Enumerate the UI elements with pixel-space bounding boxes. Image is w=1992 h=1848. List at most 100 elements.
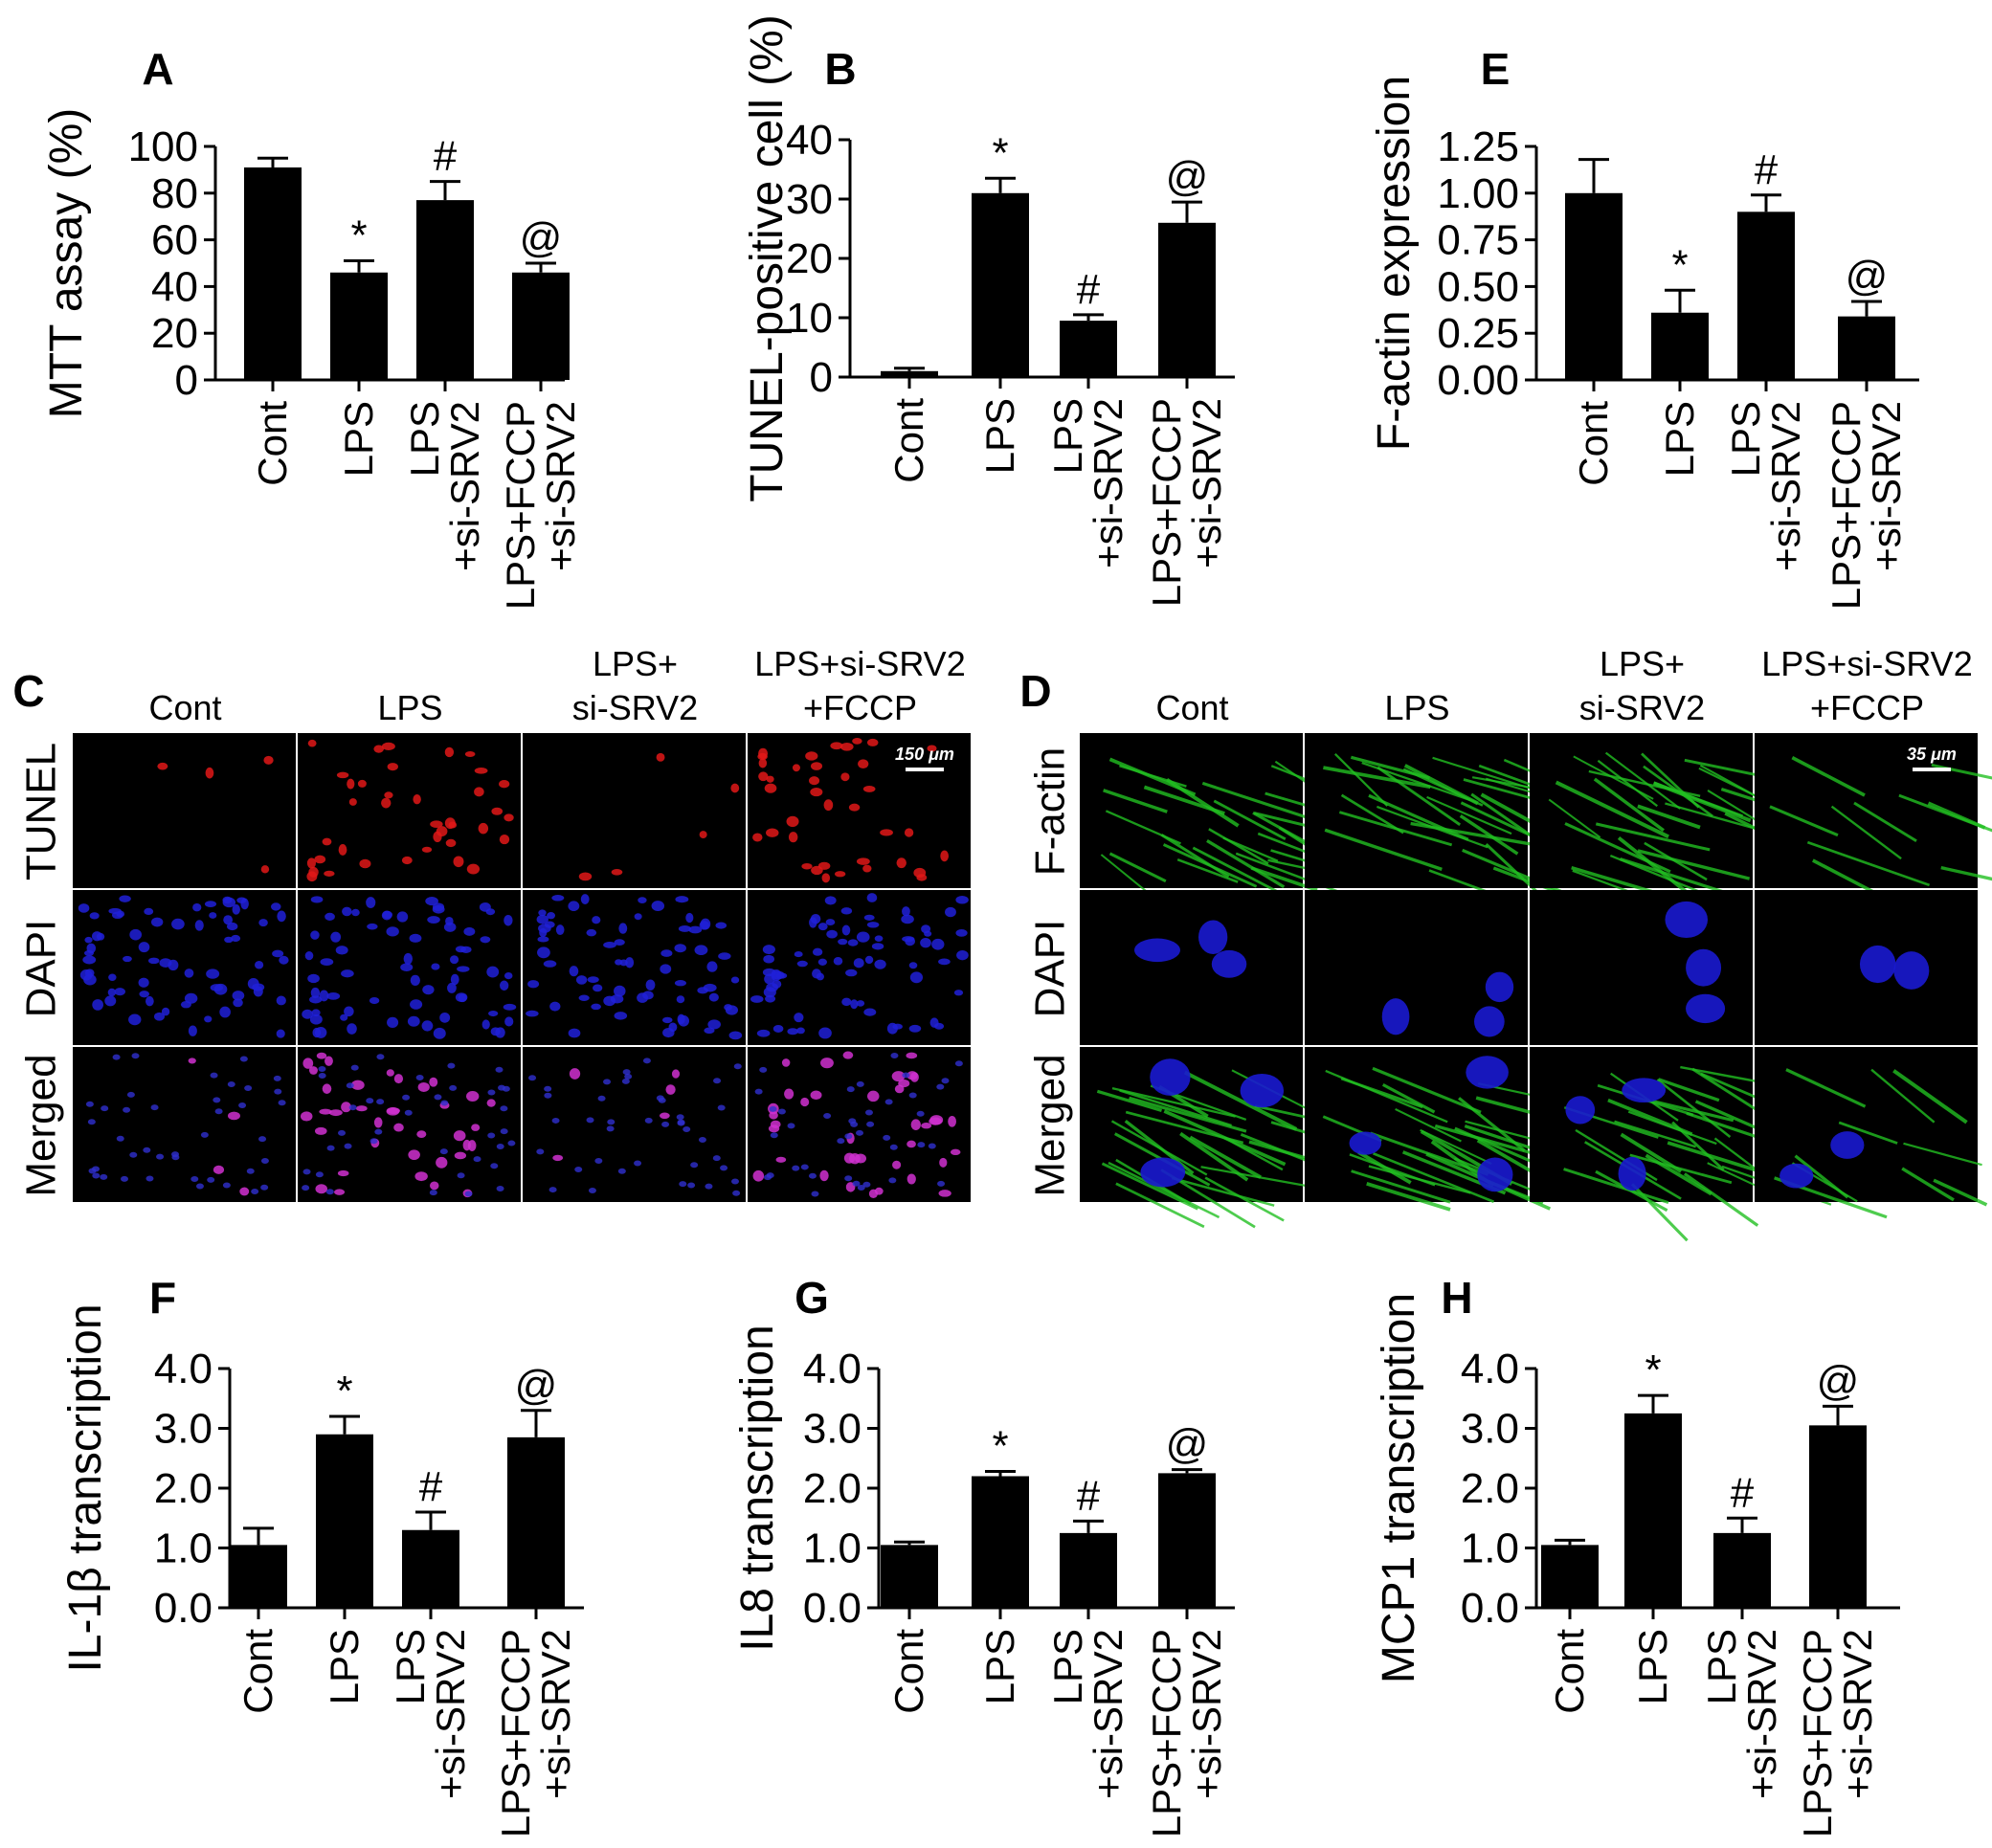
row-header: DAPI	[17, 920, 64, 1018]
nucleus	[1349, 1131, 1382, 1155]
cell-dot	[618, 923, 628, 934]
cell-dot	[536, 1148, 545, 1155]
cell-dot	[651, 901, 665, 911]
cell-dot	[852, 1180, 861, 1187]
cell-dot	[659, 1112, 670, 1120]
x-tick-label: LPS+FCCP	[1795, 1629, 1840, 1837]
actin-fiber	[1333, 752, 1389, 807]
cell-dot	[758, 747, 769, 759]
column-header: LPS	[377, 688, 442, 727]
actin-fiber	[1395, 1107, 1462, 1143]
cell-dot	[414, 1171, 428, 1182]
cell-dot	[466, 1090, 480, 1102]
cell-dot	[820, 1058, 834, 1069]
cell-dot	[936, 1083, 945, 1090]
significance-mark: @	[1846, 253, 1889, 300]
cell-dot	[366, 897, 376, 908]
cell-dot	[812, 969, 821, 979]
cell-dot	[756, 1029, 771, 1037]
cell-dot	[432, 902, 445, 912]
cell-dot	[351, 908, 360, 917]
cell-dot	[603, 995, 616, 1007]
nucleus	[1477, 1157, 1513, 1192]
nucleus	[1140, 1157, 1186, 1188]
cell-dot	[464, 750, 476, 757]
cell-dot	[180, 1000, 191, 1009]
x-tick-label: LPS+FCCP	[1824, 401, 1869, 610]
actin-fiber	[1200, 1166, 1324, 1191]
x-tick-label: LPS	[1630, 1629, 1675, 1704]
y-axis-title: MTT assay (%)	[41, 108, 92, 418]
cell-dot	[407, 1015, 420, 1027]
actin-fiber	[1940, 865, 1992, 881]
actin-fiber	[1901, 1167, 1955, 1202]
cell-dot	[642, 991, 654, 1000]
nucleus	[1859, 945, 1896, 984]
cell-dot	[486, 1099, 496, 1107]
bar	[330, 272, 388, 380]
row-header: F-actin	[1026, 747, 1073, 876]
row-header: Merged	[17, 1054, 64, 1196]
actin-fiber	[1103, 789, 1168, 813]
cell-dot	[318, 1066, 326, 1073]
x-tick-label: LPS	[336, 401, 381, 477]
cell-dot	[849, 1152, 861, 1165]
x-tick-label: Cont	[235, 1629, 280, 1714]
cell-dot	[706, 961, 718, 972]
cell-dot	[874, 935, 884, 942]
cell-dot	[112, 1054, 121, 1060]
cell-dot	[874, 1187, 884, 1195]
cell-dot	[381, 797, 392, 809]
cell-dot	[621, 1078, 630, 1084]
image-tile	[298, 733, 521, 888]
cell-dot	[568, 1028, 581, 1038]
cell-dot	[263, 755, 274, 765]
cell-dot	[138, 977, 149, 988]
cell-dot	[224, 936, 234, 944]
x-tick-label: +si-SRV2	[533, 1629, 578, 1799]
cell-dot	[671, 1069, 681, 1079]
bar	[1838, 316, 1895, 380]
cell-dot	[792, 1165, 800, 1171]
cell-dot	[233, 998, 243, 1008]
nucleus	[1565, 1096, 1596, 1124]
cell-dot	[891, 1071, 906, 1082]
cell-dot	[937, 1180, 946, 1187]
cell-dot	[387, 763, 398, 771]
cell-dot	[171, 918, 185, 930]
cell-dot	[614, 985, 626, 997]
cell-dot	[310, 896, 324, 903]
nucleus	[1893, 951, 1930, 990]
cell-dot	[314, 855, 326, 864]
cell-dot	[853, 958, 864, 969]
cell-dot	[954, 1060, 963, 1067]
cell-dot	[453, 1130, 466, 1142]
cell-dot	[460, 946, 472, 953]
y-tick-label: 0.25	[1437, 310, 1519, 357]
significance-mark: *	[992, 129, 1008, 176]
cell-dot	[834, 871, 846, 878]
cell-dot	[730, 976, 740, 984]
cell-dot	[328, 1109, 343, 1117]
cell-dot	[888, 1177, 897, 1184]
cell-dot	[320, 958, 334, 967]
cell-dot	[439, 1012, 451, 1023]
cell-dot	[307, 973, 320, 984]
cell-dot	[750, 995, 764, 1003]
cell-dot	[123, 955, 132, 963]
cell-dot	[866, 922, 880, 928]
nucleus	[1240, 1073, 1285, 1108]
cell-dot	[503, 1003, 517, 1011]
bar	[1060, 1532, 1117, 1608]
cell-dot	[403, 952, 413, 965]
cell-dot	[688, 925, 703, 934]
cell-dot	[551, 895, 565, 902]
cell-dot	[938, 1190, 951, 1197]
cell-dot	[87, 1119, 96, 1125]
cell-dot	[678, 925, 692, 932]
cell-dot	[675, 896, 689, 903]
cell-dot	[367, 923, 378, 930]
panel-letter: H	[1441, 1273, 1472, 1323]
cell-dot	[784, 1088, 795, 1100]
